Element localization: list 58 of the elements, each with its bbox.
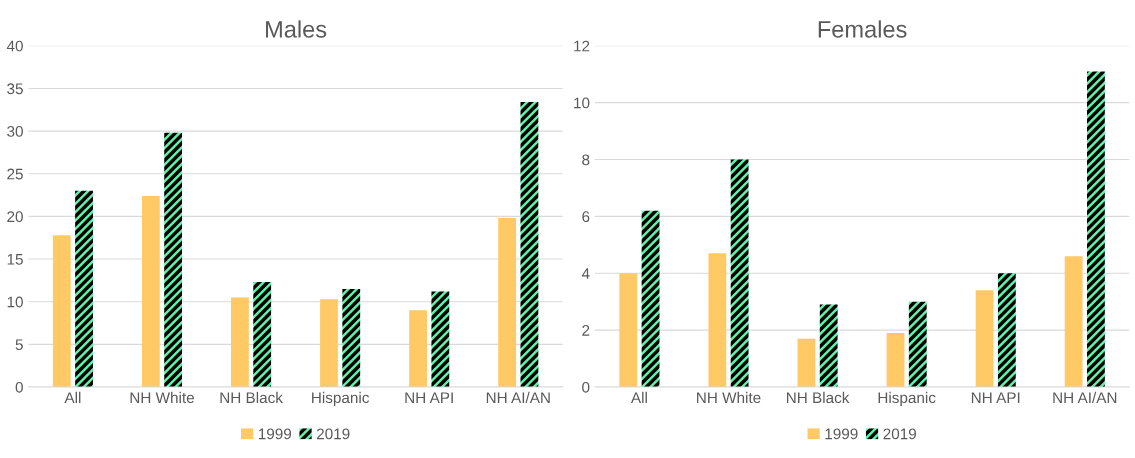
- bar: [1064, 256, 1083, 388]
- bar: [409, 310, 427, 388]
- y-tick-label: 20: [7, 211, 23, 223]
- y-tick-label: 8: [582, 154, 590, 166]
- y-tick-label: 40: [6, 40, 23, 52]
- x-tick-label: All: [630, 391, 647, 403]
- x-tick-label: NH API: [971, 392, 1020, 403]
- bar: [164, 132, 183, 388]
- bar: [886, 332, 905, 388]
- x-tick-label: NH White: [697, 391, 761, 404]
- y-tick-label: 5: [15, 339, 23, 351]
- bar: [730, 159, 749, 388]
- x-tick-label: Hispanic: [312, 391, 370, 407]
- bar: [342, 288, 361, 388]
- y-tick-label: 15: [7, 254, 23, 265]
- y-tick-label: 10: [574, 97, 590, 109]
- x-tick-label: NH AI/AN: [486, 391, 550, 404]
- bar: [1087, 71, 1105, 388]
- bar: [75, 190, 93, 388]
- bar: [641, 210, 660, 388]
- bar: [819, 304, 838, 388]
- y-tick-label: 0: [582, 381, 590, 393]
- legend-label: 2019: [316, 428, 350, 440]
- legend-label: 1999: [825, 428, 858, 440]
- bar: [431, 291, 450, 388]
- bar: [797, 338, 816, 388]
- x-tick-label: NH White: [130, 391, 194, 404]
- y-tick-label: 10: [7, 296, 23, 308]
- chart-title: Males: [266, 20, 327, 38]
- y-tick-label: 12: [574, 40, 590, 52]
- x-tick-label: All: [64, 391, 81, 403]
- x-tick-label: Hispanic: [878, 391, 936, 407]
- x-tick-label: NH Black: [220, 391, 283, 404]
- bar: [908, 301, 927, 388]
- bar: [253, 282, 272, 388]
- legend-label: 1999: [258, 428, 292, 440]
- y-tick-label: 35: [7, 83, 23, 95]
- y-tick-label: 30: [7, 125, 23, 137]
- y-tick-label: 6: [582, 211, 590, 223]
- bar: [619, 273, 638, 388]
- y-tick-label: 0: [15, 381, 23, 393]
- bar: [975, 290, 994, 388]
- x-tick-label: NH API: [405, 392, 453, 403]
- bar: [52, 235, 71, 388]
- bar: [520, 102, 539, 388]
- bar: [498, 218, 517, 388]
- y-tick-label: 2: [582, 325, 590, 336]
- bar: [997, 273, 1016, 388]
- chart-title: Females: [818, 20, 907, 38]
- x-tick-label: NH Black: [786, 391, 850, 404]
- y-tick-label: 4: [581, 268, 590, 279]
- legend-label: 2019: [883, 428, 916, 440]
- bar: [708, 253, 727, 388]
- bar: [231, 297, 249, 388]
- bar: [320, 299, 338, 388]
- y-tick-label: 25: [7, 168, 23, 180]
- bar: [141, 195, 160, 388]
- x-tick-label: NH AI/AN: [1053, 391, 1117, 404]
